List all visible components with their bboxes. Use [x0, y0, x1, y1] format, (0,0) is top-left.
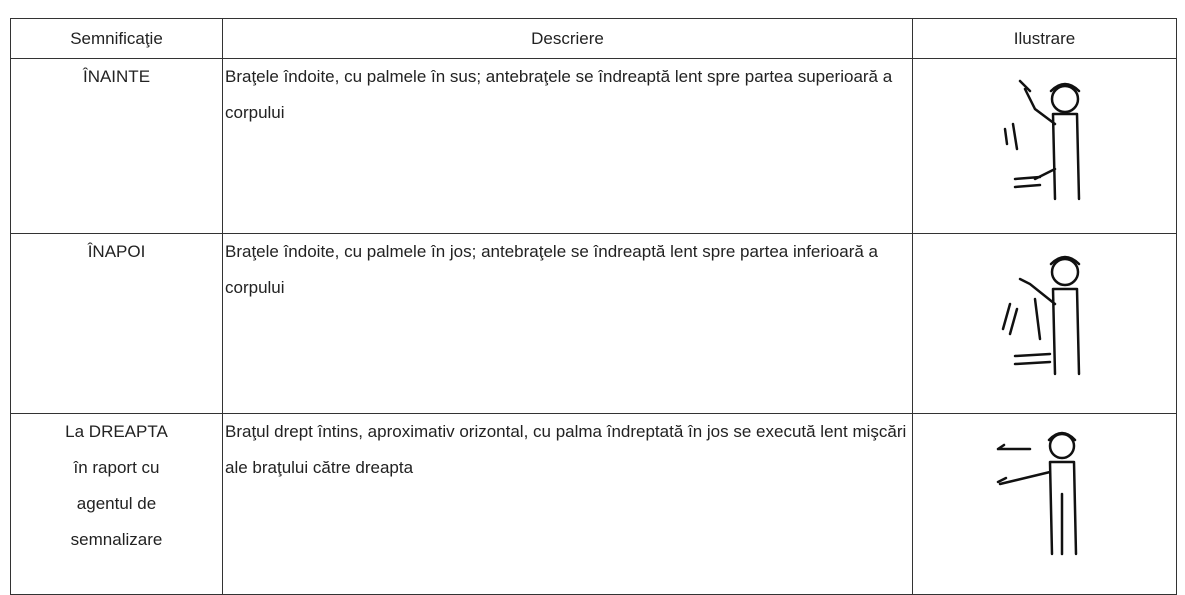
- header-row: Semnificaţie Descriere Ilustrare: [10, 18, 1177, 59]
- meaning: La DREAPTA în raport cu agentul de semna…: [10, 413, 223, 595]
- description: Braţele îndoite, cu palmele în jos; ante…: [222, 233, 913, 414]
- figure: [996, 431, 1077, 556]
- figure: [1003, 79, 1080, 201]
- illustration: [912, 233, 1177, 414]
- table-row: ÎNAINTE Braţele îndoite, cu palmele în s…: [10, 58, 1177, 234]
- description: Braţele îndoite, cu palmele în sus; ante…: [222, 58, 913, 234]
- meaning: ÎNAPOI: [10, 233, 223, 414]
- meaning: ÎNAINTE: [10, 58, 223, 234]
- description: Braţul drept întins, aproximativ orizont…: [222, 413, 913, 595]
- header-cell: Ilustrare: [912, 18, 1177, 59]
- header-cell: Descriere: [222, 18, 913, 59]
- header-cell: Semnificaţie: [10, 18, 223, 59]
- table-row: La DREAPTA în raport cu agentul de semna…: [10, 413, 1177, 595]
- figure: [1001, 255, 1080, 376]
- illustration: [912, 413, 1177, 595]
- table-row: ÎNAPOI Braţele îndoite, cu palmele în jo…: [10, 233, 1177, 414]
- illustration: [912, 58, 1177, 234]
- signal-table: Semnificaţie Descriere Ilustrare ÎNAINTE…: [10, 18, 1177, 595]
